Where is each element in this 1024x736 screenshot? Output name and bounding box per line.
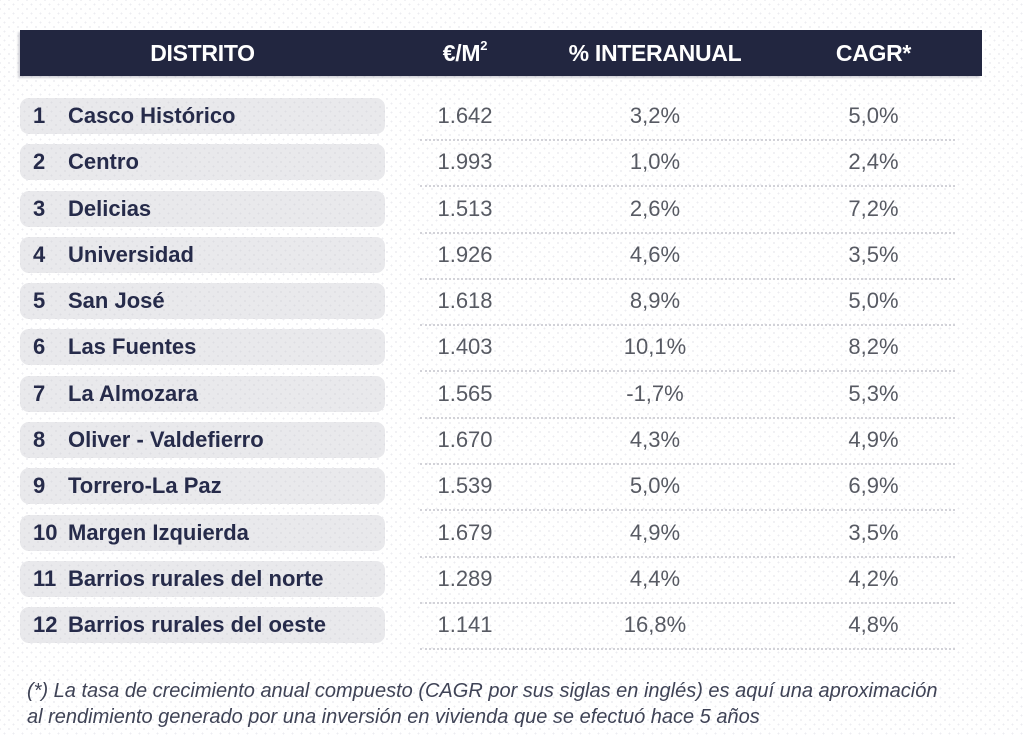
cagr-value: 3,5% bbox=[848, 519, 899, 545]
district-name: Margen Izquierda bbox=[68, 519, 249, 545]
price-per-m2-value: 1.403 bbox=[437, 334, 493, 360]
district-pill: 9 Torrero-La Paz bbox=[20, 468, 385, 505]
table-row: 6 Las Fuentes 1.403 10,1% 8,2% bbox=[20, 329, 982, 373]
price-per-m2-value: 1.618 bbox=[437, 288, 493, 314]
column-header-cagr: CAGR* bbox=[835, 39, 912, 66]
price-per-m2-value: 1.679 bbox=[437, 519, 493, 545]
district-rank: 12 bbox=[33, 612, 58, 638]
district-name: Centro bbox=[68, 149, 139, 175]
cagr-value: 5,0% bbox=[848, 103, 899, 128]
district-pill: 12 Barrios rurales del oeste bbox=[20, 607, 385, 644]
table-row: 10 Margen Izquierda 1.679 4,9% 3,5% bbox=[20, 514, 982, 558]
cagr-value: 6,9% bbox=[848, 473, 899, 499]
district-pill: 11 Barrios rurales del norte bbox=[20, 560, 385, 597]
cagr-value: 5,3% bbox=[848, 380, 899, 406]
yoy-change-value: 4,9% bbox=[629, 519, 681, 545]
price-per-m2-value: 1.642 bbox=[437, 103, 493, 128]
yoy-change-value: 10,1% bbox=[623, 334, 687, 360]
district-rank: 3 bbox=[33, 195, 46, 221]
district-name: Barrios rurales del oeste bbox=[68, 612, 327, 638]
footnote-line-1: (*) La tasa de crecimiento anual compues… bbox=[27, 680, 938, 702]
eur-m2-superscript: 2 bbox=[480, 37, 488, 53]
district-name: La Almozara bbox=[68, 380, 199, 406]
yoy-change-value: 16,8% bbox=[623, 612, 687, 638]
district-pill: 4 Universidad bbox=[20, 236, 385, 273]
cagr-value: 4,2% bbox=[848, 565, 899, 591]
district-name: Barrios rurales del norte bbox=[68, 565, 324, 591]
cagr-value: 3,5% bbox=[848, 241, 899, 267]
district-pill: 7 La Almozara bbox=[20, 375, 385, 412]
district-pill: 10 Margen Izquierda bbox=[20, 514, 385, 551]
district-rank: 5 bbox=[33, 288, 46, 314]
cagr-footnote: (*) La tasa de crecimiento anual compues… bbox=[27, 678, 937, 730]
column-header-interanual: % INTERANUAL bbox=[568, 39, 742, 66]
table-row: 7 La Almozara 1.565 -1,7% 5,3% bbox=[20, 375, 982, 419]
yoy-change-value: 4,6% bbox=[629, 241, 681, 267]
district-rank: 8 bbox=[33, 427, 46, 453]
district-pill: 5 San José bbox=[20, 283, 385, 320]
price-per-m2-value: 1.993 bbox=[437, 149, 493, 175]
table-row: 2 Centro 1.993 1,0% 2,4% bbox=[20, 144, 982, 188]
district-name: Universidad bbox=[68, 241, 194, 267]
price-per-m2-value: 1.289 bbox=[437, 565, 493, 591]
yoy-change-value: 2,6% bbox=[629, 195, 681, 221]
table-row: 5 San José 1.618 8,9% 5,0% bbox=[20, 283, 982, 327]
yoy-change-value: 5,0% bbox=[629, 473, 681, 499]
price-per-m2-value: 1.670 bbox=[437, 427, 493, 453]
table-row: 4 Universidad 1.926 4,6% 3,5% bbox=[20, 236, 982, 280]
district-rank: 11 bbox=[33, 565, 57, 591]
price-per-m2-value: 1.141 bbox=[437, 612, 493, 638]
footnote-line-2: al rendimiento generado por una inversió… bbox=[27, 706, 760, 728]
district-name: Oliver - Valdefierro bbox=[68, 427, 264, 453]
eur-m2-label: €/M bbox=[442, 39, 481, 66]
district-name: Las Fuentes bbox=[68, 334, 197, 360]
yoy-change-value: 4,4% bbox=[629, 565, 681, 591]
cagr-value: 7,2% bbox=[848, 195, 899, 221]
column-header-eur-m2: €/M2 bbox=[385, 37, 545, 67]
yoy-change-value: -1,7% bbox=[626, 380, 684, 406]
district-pill: 8 Oliver - Valdefierro bbox=[20, 422, 385, 459]
price-per-m2-value: 1.926 bbox=[437, 241, 493, 267]
district-pill: 2 Centro bbox=[20, 144, 385, 181]
column-header-distrito: DISTRITO bbox=[150, 39, 255, 66]
price-per-m2-value: 1.539 bbox=[437, 473, 493, 499]
district-pill: 3 Delicias bbox=[20, 190, 385, 227]
yoy-change-value: 3,2% bbox=[629, 103, 681, 128]
district-name: Casco Histórico bbox=[68, 103, 236, 128]
yoy-change-value: 8,9% bbox=[629, 288, 681, 314]
price-per-m2-value: 1.513 bbox=[437, 195, 493, 221]
table-row: 9 Torrero-La Paz 1.539 5,0% 6,9% bbox=[20, 468, 982, 512]
district-price-table: DISTRITO €/M2 % INTERANUAL CAGR* 1 Casco… bbox=[20, 30, 982, 654]
cagr-value: 4,8% bbox=[848, 612, 899, 638]
district-rank: 9 bbox=[33, 473, 46, 499]
cagr-value: 2,4% bbox=[848, 149, 899, 175]
cagr-value: 8,2% bbox=[848, 334, 899, 360]
district-rank: 4 bbox=[33, 241, 46, 267]
district-pill: 6 Las Fuentes bbox=[20, 329, 385, 366]
district-pill: 1 Casco Histórico bbox=[20, 98, 385, 134]
yoy-change-value: 4,3% bbox=[629, 427, 681, 453]
district-name: Delicias bbox=[68, 195, 152, 221]
district-name: Torrero-La Paz bbox=[68, 473, 222, 499]
table-row: 12 Barrios rurales del oeste 1.141 16,8%… bbox=[20, 607, 982, 651]
table-row: 1 Casco Histórico 1.642 3,2% 5,0% bbox=[20, 98, 982, 141]
yoy-change-value: 1,0% bbox=[629, 149, 681, 175]
district-name: San José bbox=[68, 288, 165, 314]
district-rank: 1 bbox=[33, 103, 46, 128]
table-rows: 1 Casco Histórico 1.642 3,2% 5,0% 2 Cent… bbox=[20, 98, 982, 651]
district-rank: 2 bbox=[33, 149, 46, 175]
table-row: 8 Oliver - Valdefierro 1.670 4,3% 4,9% bbox=[20, 422, 982, 466]
price-per-m2-value: 1.565 bbox=[437, 380, 493, 406]
district-rank: 10 bbox=[33, 519, 58, 545]
district-rank: 7 bbox=[33, 380, 46, 406]
table-header-row: DISTRITO €/M2 % INTERANUAL CAGR* bbox=[20, 30, 982, 76]
district-rank: 6 bbox=[33, 334, 46, 360]
cagr-value: 4,9% bbox=[848, 427, 899, 453]
table-row: 11 Barrios rurales del norte 1.289 4,4% … bbox=[20, 560, 982, 604]
cagr-value: 5,0% bbox=[848, 288, 899, 314]
table-row: 3 Delicias 1.513 2,6% 7,2% bbox=[20, 190, 982, 234]
